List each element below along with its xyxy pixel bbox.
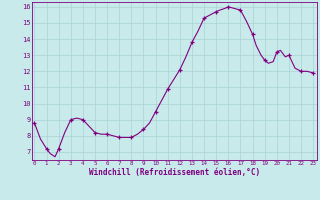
X-axis label: Windchill (Refroidissement éolien,°C): Windchill (Refroidissement éolien,°C) [89,168,260,177]
